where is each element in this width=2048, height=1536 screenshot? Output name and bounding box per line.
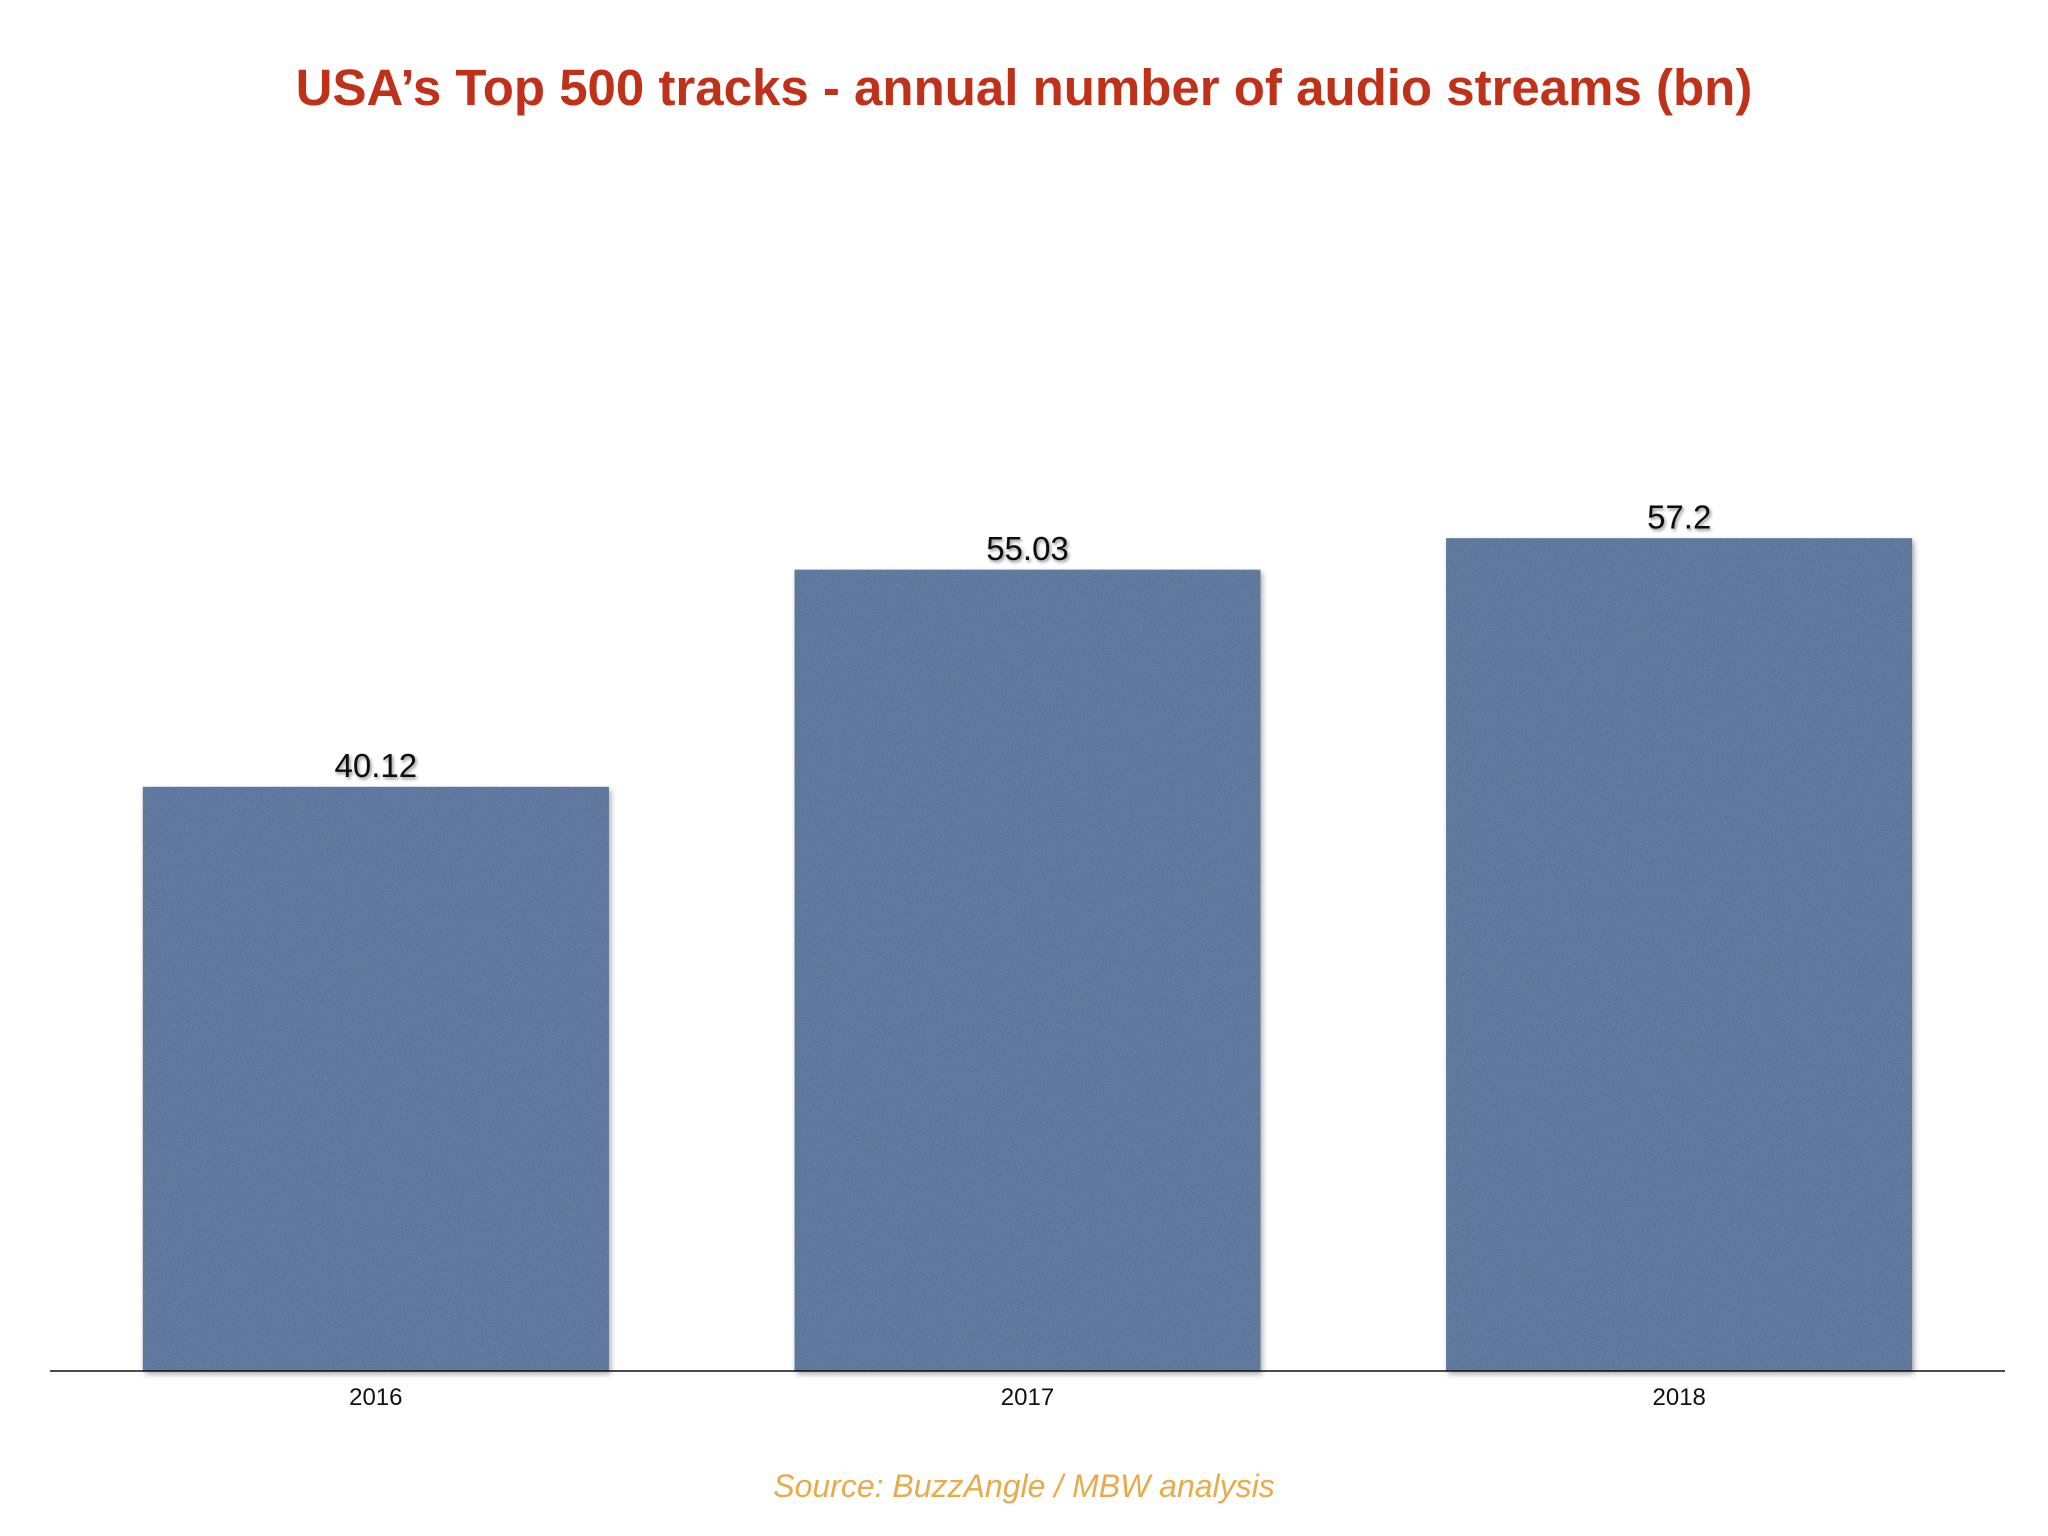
bar-texture-2018 bbox=[1446, 538, 1913, 1371]
source-note: Source: BuzzAngle / MBW analysis bbox=[773, 1468, 1275, 1504]
chart-title: USA’s Top 500 tracks - annual number of … bbox=[295, 59, 1753, 116]
bars-layer bbox=[142, 538, 1913, 1371]
x-tick-label-2016: 2016 bbox=[349, 1384, 402, 1411]
bar-texture-2016 bbox=[142, 786, 609, 1371]
x-tick-label-2018: 2018 bbox=[1653, 1384, 1706, 1411]
bar-texture-2017 bbox=[794, 569, 1261, 1371]
value-label-2018: 57.2 bbox=[1647, 498, 1711, 535]
value-label-2016: 40.12 bbox=[335, 747, 418, 784]
x-tick-label-2017: 2017 bbox=[1001, 1384, 1054, 1411]
labels-layer: 40.12 2016 55.03 2017 57.2 2018 bbox=[335, 498, 1712, 1411]
value-label-2017: 55.03 bbox=[986, 530, 1069, 567]
